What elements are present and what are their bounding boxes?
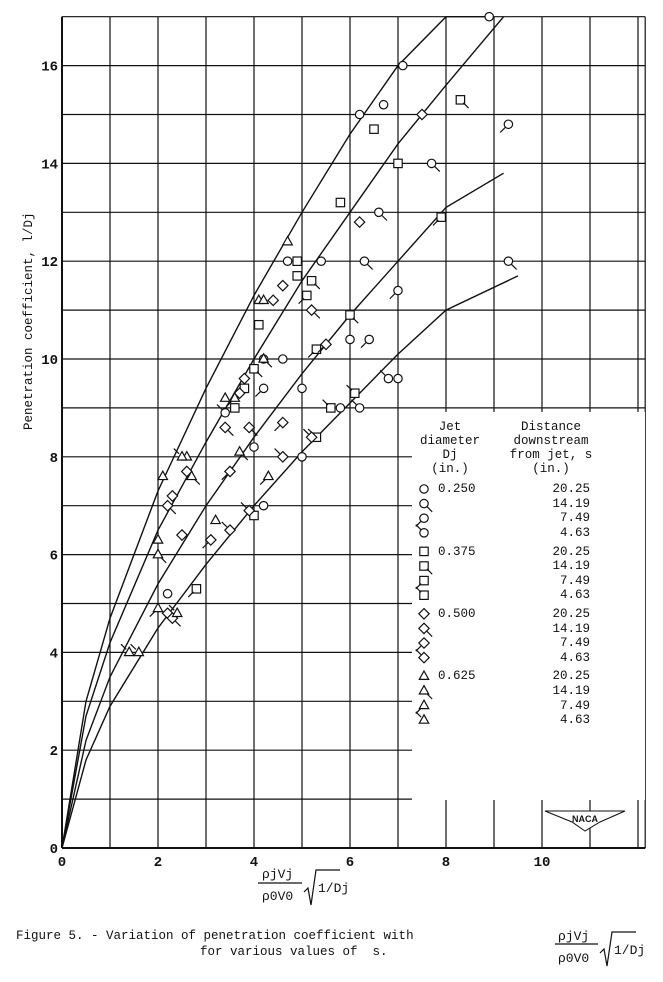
legend-distance: 20.25 xyxy=(552,482,590,497)
legend-distance: 20.25 xyxy=(552,607,590,622)
legend-distance: 4.63 xyxy=(559,650,590,665)
svg-text:ρjVj: ρjVj xyxy=(262,867,293,882)
fit-curve xyxy=(61,16,505,849)
legend-distance: 7.49 xyxy=(559,698,590,713)
legend-distance: 7.49 xyxy=(559,573,590,588)
legend-header: Jet diameter Dj (in.) Distance downstrea… xyxy=(410,420,635,476)
legend-row: 7.49 xyxy=(410,574,590,589)
svg-text:1/Dj: 1/Dj xyxy=(614,943,645,958)
x-axis-title: ρjVj ρ0V0 1/Dj xyxy=(258,867,349,906)
legend-row: 14.19 xyxy=(410,559,590,574)
fit-curves xyxy=(61,16,519,849)
legend-row: 0.250 20.25 xyxy=(410,482,590,497)
data-points xyxy=(120,11,518,657)
svg-text:6: 6 xyxy=(50,549,58,565)
y-axis-title: Penetration coefficient, l/Dj xyxy=(22,212,36,430)
legend-header-unit2: (in.) xyxy=(532,462,570,476)
legend-diameter: 0.625 xyxy=(438,669,476,684)
figure-caption-line1: Figure 5. - Variation of penetration coe… xyxy=(16,929,414,943)
svg-text:ρ0V0: ρ0V0 xyxy=(558,951,589,966)
fit-curve xyxy=(61,172,504,849)
legend: Jet diameter Dj (in.) Distance downstrea… xyxy=(410,420,635,727)
legend-distance: 14.19 xyxy=(552,684,590,699)
legend-row: 7.49 xyxy=(410,636,590,651)
legend-row: 14.19 xyxy=(410,497,590,512)
legend-diameter: 0.375 xyxy=(438,544,476,559)
legend-row: 7.49 xyxy=(410,698,590,713)
svg-text:2: 2 xyxy=(154,855,162,871)
svg-text:4: 4 xyxy=(50,646,58,662)
legend-distance: 14.19 xyxy=(552,496,590,511)
svg-text:16: 16 xyxy=(41,60,58,76)
svg-text:ρ0V0: ρ0V0 xyxy=(262,889,293,904)
svg-text:8: 8 xyxy=(50,451,58,467)
legend-distance: 20.25 xyxy=(552,669,590,684)
svg-text:10: 10 xyxy=(534,855,551,871)
figure-caption-line2: for various values of s. xyxy=(200,945,388,959)
svg-text:2: 2 xyxy=(50,744,58,760)
legend-header-jet: Jet xyxy=(438,420,462,434)
legend-row: 4.63 xyxy=(410,651,590,666)
svg-text:6: 6 xyxy=(346,855,354,871)
legend-background xyxy=(412,412,645,800)
svg-text:ρjVj: ρjVj xyxy=(558,929,589,944)
legend-header-from-jet: from jet, s xyxy=(509,448,593,462)
legend-distance: 4.63 xyxy=(559,713,590,728)
svg-text:0: 0 xyxy=(58,855,66,871)
svg-text:4: 4 xyxy=(250,855,258,871)
legend-row: 0.500 20.25 xyxy=(410,607,590,622)
legend-distance: 14.19 xyxy=(552,621,590,636)
legend-distance: 4.63 xyxy=(559,526,590,541)
legend-header-dj: Dj xyxy=(442,448,458,462)
legend-distance: 20.25 xyxy=(552,544,590,559)
legend-row: 0.625 20.25 xyxy=(410,669,590,684)
svg-text:NACA: NACA xyxy=(572,814,598,824)
tick-labels: 0 2 4 6 8 10 0 2 4 6 8 10 12 14 16 xyxy=(41,60,550,871)
legend-header-downstream: downstream xyxy=(513,434,589,448)
legend-row: 0.375 20.25 xyxy=(410,544,590,559)
caption-formula: ρjVj ρ0V0 1/Dj xyxy=(555,929,645,967)
legend-distance: 4.63 xyxy=(559,588,590,603)
legend-diameter: 0.500 xyxy=(438,607,476,622)
svg-text:1/Dj: 1/Dj xyxy=(318,881,349,896)
svg-text:8: 8 xyxy=(442,855,450,871)
legend-header-diameter: diameter xyxy=(419,434,480,448)
legend-distance: 7.49 xyxy=(559,511,590,526)
legend-row: 4.63 xyxy=(410,526,590,541)
legend-row: 4.63 xyxy=(410,588,590,603)
fit-curve xyxy=(61,16,490,849)
legend-row: 14.19 xyxy=(410,684,590,699)
svg-text:14: 14 xyxy=(41,157,58,173)
legend-distance: 7.49 xyxy=(559,636,590,651)
legend-header-unit1: (in.) xyxy=(431,462,469,476)
svg-text:12: 12 xyxy=(41,255,58,271)
legend-header-distance: Distance xyxy=(520,420,581,434)
legend-symbols xyxy=(415,484,433,724)
fit-curve xyxy=(61,275,519,849)
legend-row: 7.49 xyxy=(410,511,590,526)
naca-logo: NACA xyxy=(544,810,626,832)
legend-distance: 14.19 xyxy=(552,559,590,574)
svg-text:0: 0 xyxy=(50,842,58,858)
legend-diameter: 0.250 xyxy=(438,482,476,497)
svg-text:10: 10 xyxy=(41,353,58,369)
legend-row: 14.19 xyxy=(410,621,590,636)
legend-row: 4.63 xyxy=(410,713,590,728)
